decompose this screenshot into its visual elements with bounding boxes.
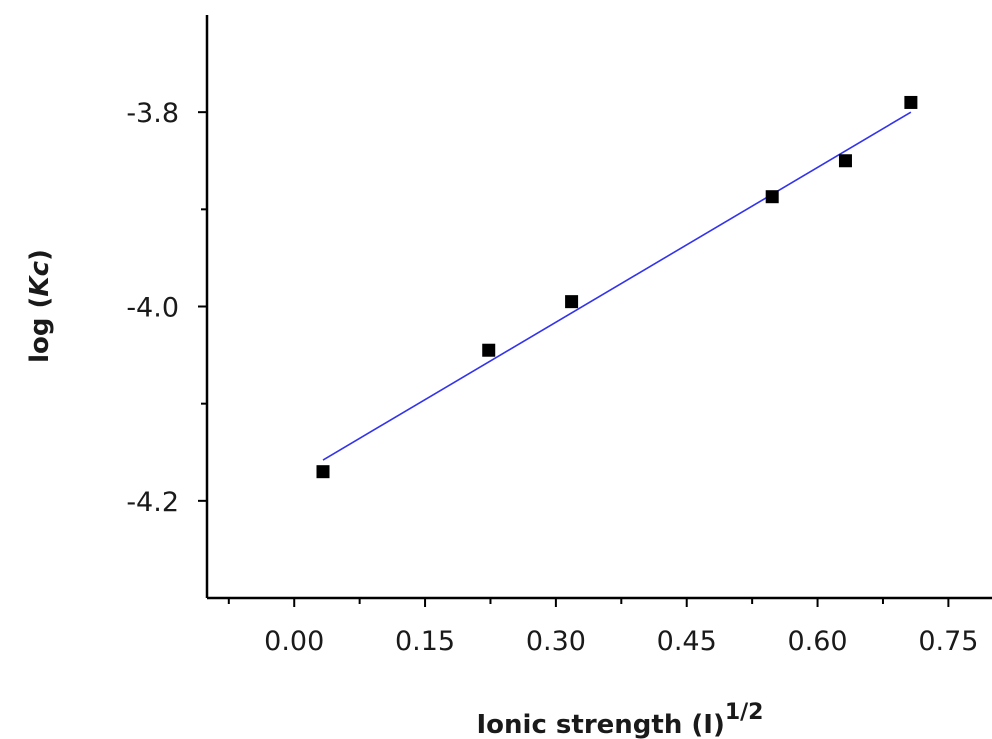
y-tick-label: -4.0: [126, 293, 179, 324]
x-tick-label: 0.15: [395, 626, 455, 657]
data-points: [317, 96, 918, 478]
data-point: [317, 465, 330, 478]
fit-line-group: [323, 112, 911, 460]
fit-line: [323, 112, 911, 460]
x-tick-label: 0.75: [918, 626, 978, 657]
x-tick-label: 0.00: [264, 626, 324, 657]
x-tick-label: 0.60: [787, 626, 847, 657]
x-axis-title: Ionic strength (I)1/2: [477, 700, 764, 739]
y-axis-title: log (Kc): [25, 249, 55, 363]
data-point: [482, 344, 495, 357]
data-point: [904, 96, 917, 109]
x-tick-label: 0.45: [657, 626, 717, 657]
data-point: [839, 154, 852, 167]
x-axis-title-superscript: 1/2: [725, 700, 764, 725]
y-axis-title-prefix: log (: [25, 297, 55, 363]
data-point: [565, 295, 578, 308]
y-tick-label: -4.2: [126, 487, 179, 518]
tick-labels: 0.00 0.15 0.30 0.45 0.60 0.75 -3.8 -4.0 -4.2: [126, 98, 978, 657]
x-tick-label: 0.30: [526, 626, 586, 657]
axes: [207, 15, 992, 598]
y-tick-label: -3.8: [126, 98, 179, 129]
y-axis-title-suffix: ): [25, 249, 55, 261]
data-point: [766, 190, 779, 203]
tick-marks: [198, 112, 948, 607]
x-axis-title-main: Ionic strength (I): [477, 710, 725, 739]
y-axis-title-variable: Kc: [25, 260, 55, 296]
